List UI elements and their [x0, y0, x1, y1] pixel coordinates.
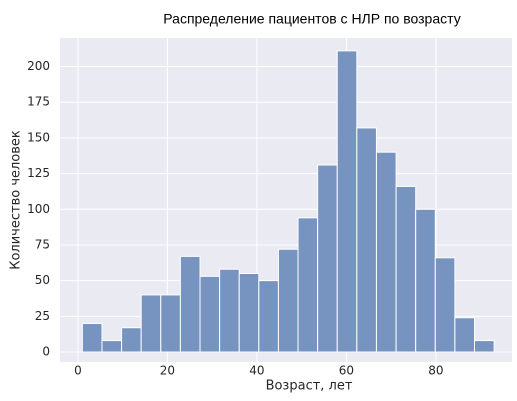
bar [317, 164, 338, 353]
bar [199, 275, 221, 353]
bar [121, 327, 142, 353]
bar [415, 208, 436, 353]
bar [395, 185, 417, 353]
y-tick-label: 150 [27, 130, 50, 144]
bar [375, 151, 397, 353]
bar [238, 273, 260, 353]
bar [297, 217, 319, 353]
x-tick-label: 80 [428, 364, 443, 378]
bar [219, 268, 240, 353]
x-tick-label: 40 [249, 364, 264, 378]
y-tick-label: 50 [35, 273, 50, 287]
x-tick-label: 0 [74, 364, 82, 378]
y-tick-label: 100 [27, 202, 50, 216]
y-axis-label: Количество человек [9, 130, 24, 270]
bar [277, 248, 299, 353]
bar [356, 127, 377, 353]
y-tick-label: 175 [27, 95, 50, 109]
x-tick-label: 20 [160, 364, 175, 378]
y-tick-label: 25 [35, 309, 50, 323]
bars [81, 50, 495, 353]
bar [454, 317, 475, 353]
y-tick-label: 125 [27, 166, 50, 180]
y-tick-label: 0 [42, 345, 50, 359]
bar [140, 294, 162, 353]
x-axis-label: Возраст, лет [266, 379, 353, 394]
y-tick-label: 200 [27, 59, 50, 73]
bar [81, 322, 103, 353]
bar [101, 340, 123, 353]
bar [473, 340, 495, 353]
chart-title: Распределение пациентов с НЛР по возраст… [163, 11, 460, 27]
bar [160, 294, 181, 353]
y-tick-label: 75 [35, 237, 50, 251]
bar [179, 255, 201, 353]
bar [336, 50, 358, 353]
bar [434, 257, 456, 353]
bar [258, 280, 279, 353]
x-tick-label: 60 [339, 364, 354, 378]
